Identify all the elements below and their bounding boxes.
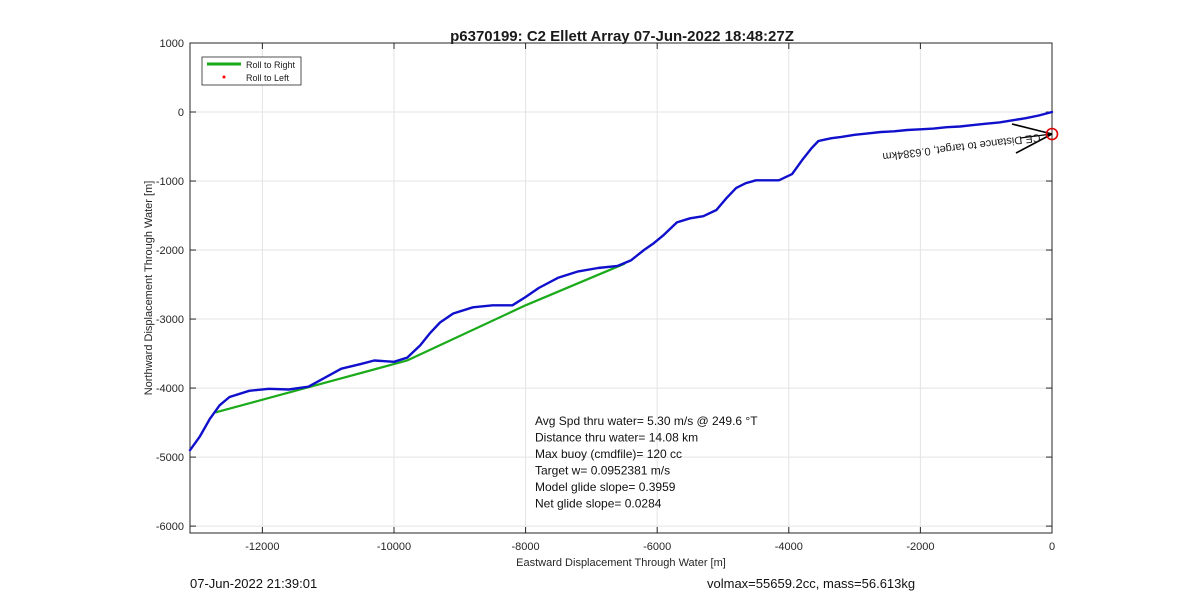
legend-box [201, 56, 302, 86]
x-tick-label: -2000 [906, 541, 934, 553]
annotation-line: Target w= 0.0952381 m/s [535, 464, 670, 478]
legend-label-roll-left: Roll to Left [246, 73, 290, 83]
x-axis-label: Eastward Displacement Through Water [m] [516, 557, 726, 569]
x-tick-label: 0 [1049, 541, 1055, 553]
x-tick-label: -4000 [775, 541, 803, 553]
x-tick-label: -6000 [643, 541, 671, 553]
footer-volmax-mass: volmax=55659.2cc, mass=56.613kg [707, 576, 916, 591]
y-tick-label: -2000 [156, 245, 184, 257]
y-tick-label: 0 [178, 107, 184, 119]
legend-label-roll-right: Roll to Right [246, 60, 296, 70]
chart-title: p6370199: C2 Ellett Array 07-Jun-2022 18… [450, 28, 794, 45]
distance-to-target-label: CE Distance to target, 0.6384km [882, 131, 1041, 162]
end-position-circle [1045, 127, 1059, 141]
series-glider-track [188, 110, 1054, 452]
x-tick-label: -12000 [245, 541, 279, 553]
legend: Roll to Right Roll to Left [201, 56, 302, 86]
y-tick-label: -3000 [156, 314, 184, 326]
legend-swatch-roll-left [222, 75, 226, 79]
axis-ticks: -12000 -10000 -8000 -6000 -4000 -2000 0 1000 0 -1… [156, 38, 1055, 553]
target-arrow-lower [1015, 133, 1053, 154]
y-tick-label: -6000 [156, 521, 184, 533]
target-arrow-upper [1011, 123, 1053, 135]
y-tick-label: -4000 [156, 383, 184, 395]
annotation-line: Net glide slope= 0.0284 [535, 497, 662, 511]
footer-timestamp: 07-Jun-2022 21:39:01 [190, 576, 318, 591]
annotation-line: Model glide slope= 0.3959 [535, 480, 676, 494]
y-tick-label: 1000 [160, 38, 184, 50]
current-position-marker [1011, 123, 1059, 154]
series-layer [188, 110, 1054, 452]
annotation-line: Avg Spd thru water= 5.30 m/s @ 249.6 °T [535, 414, 758, 428]
y-axis-label: Northward Displacement Through Water [m] [143, 181, 155, 396]
series-roll-to-right [215, 262, 626, 414]
stats-annotation: Avg Spd thru water= 5.30 m/s @ 249.6 °T D… [535, 414, 758, 511]
x-tick-label: -8000 [512, 541, 540, 553]
plot-area-frame [189, 42, 1053, 534]
y-tick-label: -5000 [156, 452, 184, 464]
annotation-line: Distance thru water= 14.08 km [535, 431, 698, 445]
y-tick-label: -1000 [156, 176, 184, 188]
grid-lines [190, 42, 1053, 533]
x-tick-label: -10000 [377, 541, 411, 553]
annotation-line: Max buoy (cmdfile)= 120 cc [535, 447, 682, 461]
